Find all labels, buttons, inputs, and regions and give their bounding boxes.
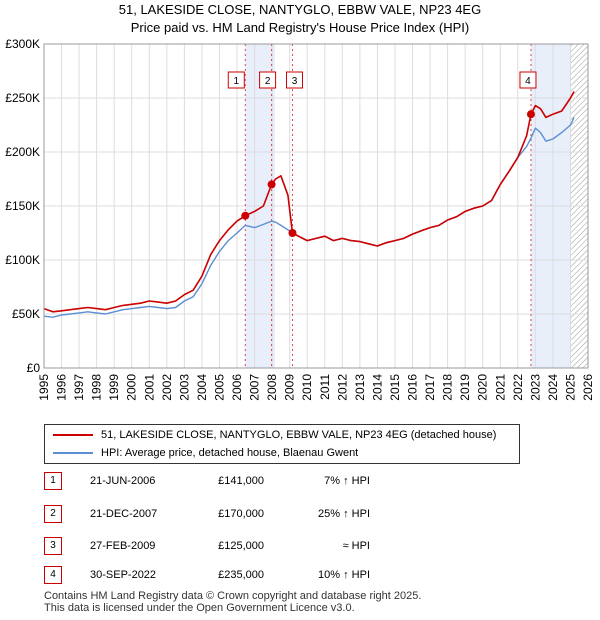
footer-copyright: Contains HM Land Registry data © Crown c…: [44, 590, 422, 602]
x-tick-label: 2011: [318, 374, 332, 400]
transaction-price: £141,000: [218, 475, 264, 487]
property-price-line: [43, 91, 575, 313]
y-tick-label: £200K: [5, 145, 40, 159]
x-tick-label: 1999: [107, 374, 121, 401]
transaction-number: 4: [44, 566, 62, 584]
x-tick-label: 2014: [370, 374, 384, 401]
marker-2-badge: [259, 71, 277, 89]
x-tick-label: 2021: [493, 374, 507, 401]
transaction-date: 21-JUN-2006: [90, 475, 156, 487]
plot-frame: [43, 43, 589, 369]
transaction-price: £170,000: [218, 508, 264, 520]
x-tick-label: 1997: [72, 374, 86, 401]
sale-point-2: [267, 180, 276, 189]
x-tick-label: 2026: [581, 374, 595, 401]
sale-point-1: [241, 211, 250, 220]
x-tick-label: 2009: [283, 374, 297, 401]
x-tick-label: 2022: [511, 374, 525, 401]
y-tick-label: £100K: [5, 253, 40, 267]
x-tick-label: 1996: [55, 374, 69, 401]
x-tick-label: 2023: [528, 374, 542, 401]
hpi-line: [43, 117, 575, 318]
x-tick-label: 2012: [335, 374, 349, 401]
x-tick-label: 2018: [441, 374, 455, 401]
transaction-date: 30-SEP-2022: [90, 569, 157, 581]
footer: Contains HM Land Registry data © Crown c…: [44, 590, 421, 614]
footer-licence: This data is licensed under the Open Gov…: [44, 602, 355, 614]
marker-4-badge: [519, 71, 537, 89]
chart-title: 51, LAKESIDE CLOSE, NANTYGLO, EBBW VALE,…: [118, 2, 482, 17]
x-tick-label: 1995: [37, 374, 51, 401]
x-tick-label: 2006: [230, 374, 244, 401]
transaction-price: £235,000: [218, 569, 264, 581]
property-line-swatch: [53, 434, 93, 436]
transaction-number: 3: [44, 537, 62, 555]
transaction-hpi: 10% ↑ HPI: [318, 569, 370, 581]
legend-label-hpi: HPI: Average price, detached house, Blae…: [101, 447, 359, 459]
marker-3-label: 3: [292, 76, 298, 87]
y-tick-label: £150K: [5, 199, 40, 213]
x-tick-label: 2010: [300, 374, 314, 401]
transaction-hpi: 25% ↑ HPI: [318, 508, 370, 520]
x-tick-label: 2002: [160, 374, 174, 401]
marker-1-label: 1: [233, 76, 239, 87]
legend-label-property: 51, LAKESIDE CLOSE, NANTYGLO, EBBW VALE,…: [101, 429, 497, 441]
transaction-number: 1: [44, 472, 62, 490]
x-tick-label: 2024: [546, 374, 560, 401]
x-tick-label: 2020: [476, 374, 490, 401]
y-tick-label: £300K: [5, 37, 40, 51]
hpi-line-swatch: [53, 452, 93, 454]
x-tick-label: 2004: [195, 374, 209, 401]
transaction-price: £125,000: [218, 540, 264, 552]
x-tick-label: 2005: [212, 374, 226, 401]
x-tick-label: 2013: [353, 374, 367, 401]
transaction-number: 2: [44, 505, 62, 523]
x-tick-label: 2016: [406, 374, 420, 401]
x-tick-label: 2019: [458, 374, 472, 401]
y-tick-label: £50K: [12, 307, 40, 321]
table-row: 3 27-FEB-2009 £125,000 ≈ HPI: [44, 537, 544, 555]
marker-4-label: 4: [525, 76, 531, 87]
x-tick-label: 2008: [265, 374, 279, 401]
y-tick-label: £0: [27, 361, 41, 375]
transaction-date: 27-FEB-2009: [90, 540, 156, 552]
transaction-hpi: 7% ↑ HPI: [324, 475, 370, 487]
marker-2-label: 2: [265, 76, 271, 87]
y-tick-label: £250K: [5, 91, 40, 105]
x-tick-label: 2025: [563, 374, 577, 401]
marker-1-badge: [227, 71, 245, 89]
price-chart: 1 2 3 4 £0 £50K £100K £150K £200K £250K £300K 199…: [5, 37, 595, 401]
transaction-date: 21-DEC-2007: [90, 508, 158, 520]
x-tick-label: 2003: [177, 374, 191, 401]
sale-point-4: [526, 110, 535, 119]
x-tick-label: 2000: [125, 374, 139, 401]
chart-subtitle: Price paid vs. HM Land Registry's House …: [130, 20, 470, 35]
table-row: 1 21-JUN-2006 £141,000 7% ↑ HPI: [44, 472, 544, 490]
x-tick-label: 2017: [423, 374, 437, 401]
sale-point-3: [288, 229, 297, 237]
legend: 51, LAKESIDE CLOSE, NANTYGLO, EBBW VALE,…: [44, 424, 520, 464]
x-tick-label: 1998: [90, 374, 104, 401]
x-tick-label: 2001: [142, 374, 156, 401]
x-tick-label: 2015: [388, 374, 402, 401]
marker-3-badge: [285, 71, 303, 89]
table-row: 4 30-SEP-2022 £235,000 10% ↑ HPI: [44, 566, 544, 584]
table-row: 2 21-DEC-2007 £170,000 25% ↑ HPI: [44, 505, 544, 523]
x-tick-label: 2007: [248, 374, 262, 401]
transaction-hpi: ≈ HPI: [342, 540, 370, 552]
